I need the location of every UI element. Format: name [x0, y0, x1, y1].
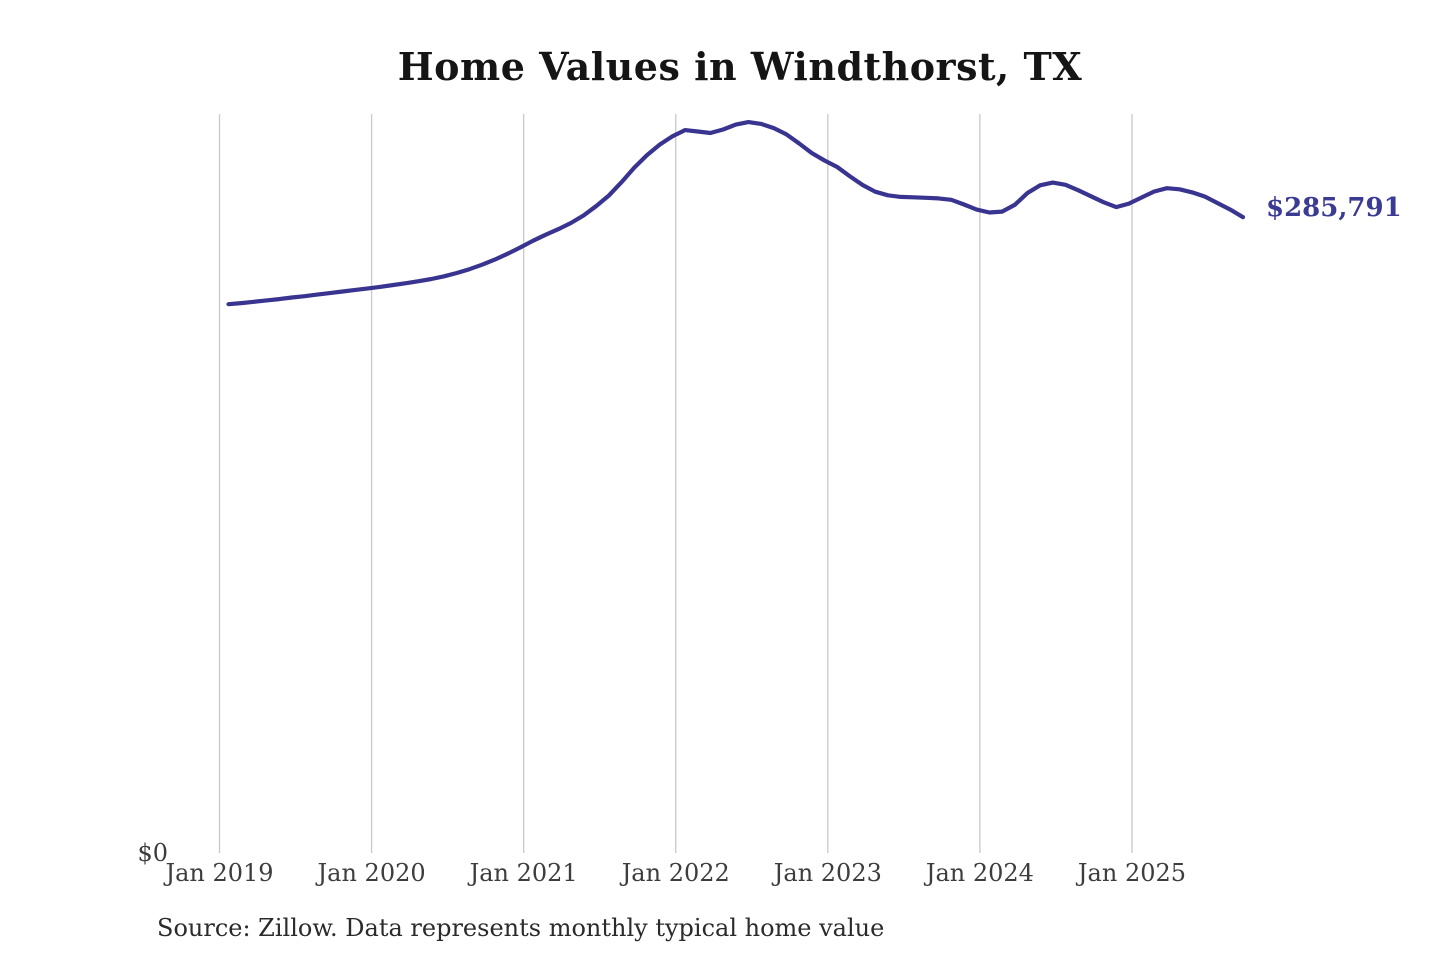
- x-tick-label: Jan 2024: [925, 859, 1034, 887]
- x-tick-label: Jan 2023: [773, 859, 882, 887]
- y-axis-zero-label: $0: [137, 839, 168, 867]
- home-value-line: [226, 120, 1246, 307]
- x-tick-label: Jan 2021: [469, 859, 578, 887]
- x-tick-label: Jan 2020: [317, 859, 426, 887]
- chart-title: Home Values in Windthorst, TX: [397, 44, 1083, 89]
- x-axis: Jan 2019 Jan 2020 Jan 2021 Jan 2022 Jan 2023…: [0, 859, 1440, 893]
- x-tick-label: Jan 2025: [1077, 859, 1187, 887]
- source-note: Source: Zillow. Data represents monthly …: [157, 914, 885, 942]
- x-tick-label: Jan 2022: [621, 859, 730, 887]
- x-tick-label: Jan 2019: [165, 859, 274, 887]
- latest-value-label: $285,791: [1266, 193, 1402, 223]
